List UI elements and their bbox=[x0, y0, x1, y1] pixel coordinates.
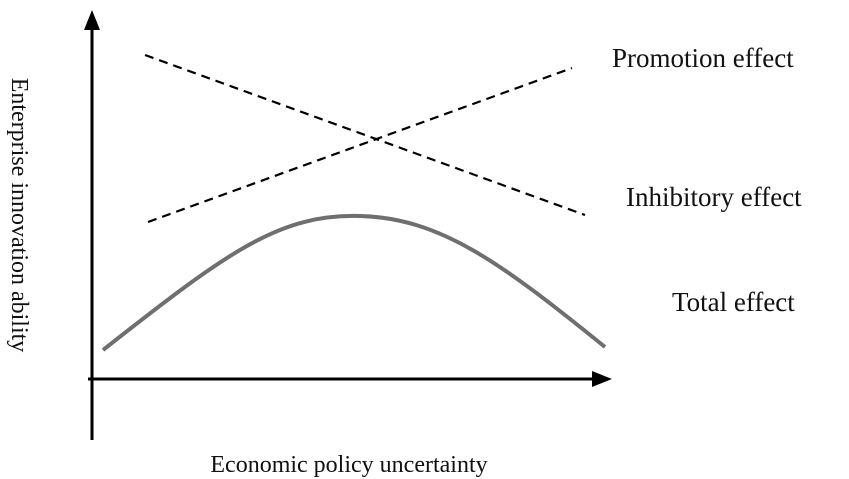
total-label: Total effect bbox=[672, 287, 795, 317]
promotion-line bbox=[147, 66, 573, 224]
inhibitory-line bbox=[144, 53, 586, 217]
inhibitory-label: Inhibitory effect bbox=[626, 182, 802, 212]
total-curve bbox=[101, 213, 607, 352]
promotion-label: Promotion effect bbox=[612, 43, 794, 73]
y-axis-arrow bbox=[84, 10, 100, 30]
x-axis-label: Economic policy uncertainty bbox=[210, 452, 487, 478]
y-axis-label: Enterprise innovation ability bbox=[6, 78, 32, 353]
x-axis-arrow bbox=[592, 371, 612, 387]
